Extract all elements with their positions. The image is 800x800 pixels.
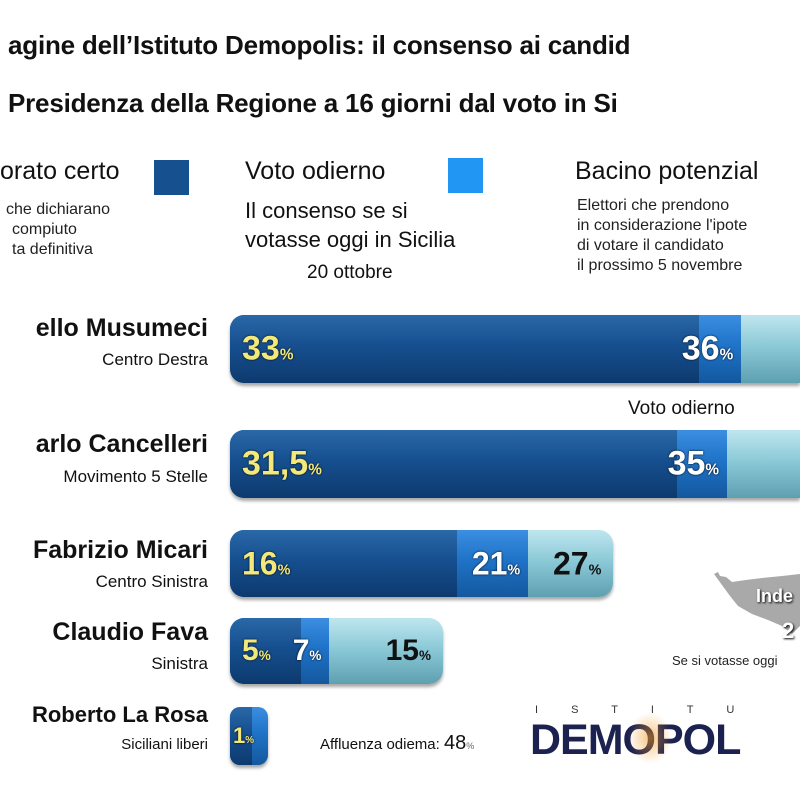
bar-segment-certo: [230, 430, 678, 498]
bar-2: 16% 21% 27%: [230, 530, 614, 597]
legend-voto-heading: Voto odierno: [245, 157, 386, 185]
legend-certo-desc-1: che dichiarano: [6, 201, 111, 218]
label-voto: 21%: [471, 545, 521, 581]
candidate-party-3: Sinistra: [151, 654, 208, 673]
bar-segment-certo: [230, 530, 458, 597]
legend-bacino-desc-3: di votare il candidato: [577, 237, 724, 254]
map-caption: Se si votasse oggi: [672, 653, 778, 668]
candidate-party-0: Centro Destra: [102, 350, 208, 369]
legend-certo-swatch: [154, 160, 189, 195]
logo-glow-icon: [628, 712, 672, 764]
legend-certo-desc-2: compiuto: [12, 221, 77, 238]
legend-voto-swatch: [448, 158, 483, 193]
sicily-map-icon: [714, 572, 800, 634]
affluenza: Affluenza odiema: 48%: [320, 732, 474, 755]
candidate-name-4: Roberto La Rosa: [31, 702, 208, 727]
bar-segment-certo: [230, 315, 699, 383]
label-bacino: 15%: [385, 634, 431, 667]
candidate-name-3: Claudio Fava: [52, 618, 208, 646]
label-certo: 1%: [233, 723, 255, 748]
legend-bacino-desc-2: in considerazione l'ipote: [577, 217, 748, 234]
legend-certo-heading: orato certo: [0, 157, 120, 185]
candidate-name-2: Fabrizio Micari: [32, 536, 208, 564]
candidate-party-4: Siciliani liberi: [121, 736, 208, 753]
label-voto: 7%: [292, 634, 322, 667]
bar-0: 33% 36%: [230, 315, 800, 383]
voto-odierno-annotation: Voto odierno: [628, 398, 735, 419]
label-certo: 33%: [242, 329, 294, 368]
label-certo: 16%: [242, 545, 291, 581]
bar-segment-certo: [230, 707, 253, 765]
bar-segment-certo: [230, 618, 301, 684]
bar-3: 5% 7% 15%: [230, 618, 443, 684]
candidate-name-0: ello Musumeci: [35, 314, 208, 342]
label-bacino: 27%: [553, 545, 602, 581]
title-line-2: Presidenza della Regione a 16 giorni dal…: [8, 88, 618, 118]
map-heading: Inde: [756, 586, 794, 606]
legend-voto-desc-2: votasse oggi in Sicilia: [245, 227, 456, 252]
legend-certo-desc-3: ta definitiva: [12, 241, 93, 258]
logo-top-text: I S T I T U: [535, 704, 750, 716]
candidate-name-1: arlo Cancelleri: [35, 430, 208, 458]
legend-bacino-desc-4: il prossimo 5 novembre: [577, 257, 743, 274]
legend-voto-date: 20 ottobre: [307, 262, 393, 283]
label-certo: 5%: [242, 634, 271, 667]
affluenza-value: 48: [443, 732, 467, 754]
legend-voto-desc-1: Il consenso se si: [245, 198, 408, 223]
bar-4: 1%2%: [230, 707, 269, 765]
label-certo: 31,5%: [242, 444, 322, 483]
affluenza-label: Affluenza odiema:: [320, 736, 440, 753]
bar-1: 31,5% 35%: [230, 430, 800, 498]
legend-bacino-desc-1: Elettori che prendono: [577, 197, 730, 214]
map-value: 2: [782, 618, 795, 643]
candidate-party-2: Centro Sinistra: [95, 572, 208, 591]
title-line-1: agine dell’Istituto Demopolis: il consen…: [8, 30, 631, 60]
candidate-party-1: Movimento 5 Stelle: [63, 467, 208, 486]
label-voto: 36%: [681, 329, 734, 368]
label-voto: 35%: [667, 444, 719, 483]
affluenza-unit: %: [466, 741, 475, 751]
legend-bacino-heading: Bacino potenzial: [575, 157, 759, 185]
